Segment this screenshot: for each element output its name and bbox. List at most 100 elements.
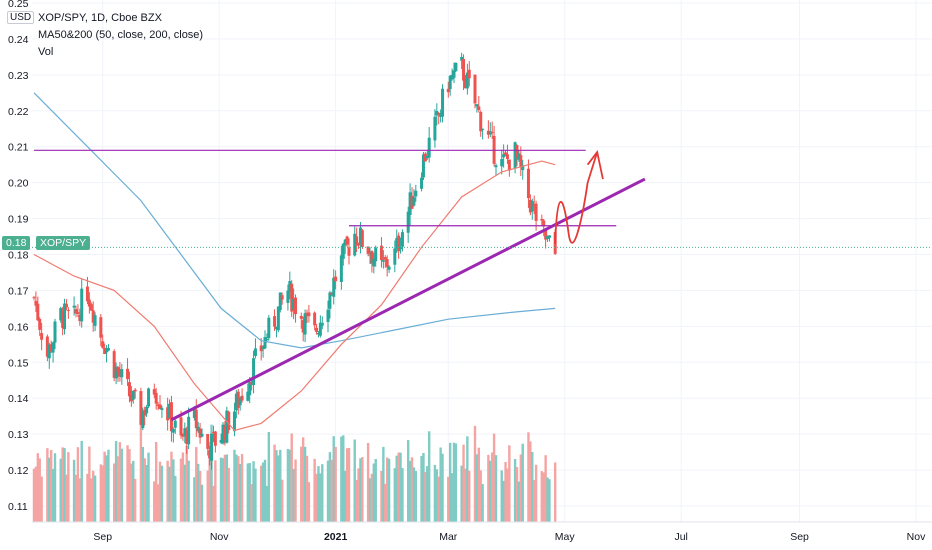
volume-bar (519, 454, 523, 522)
candle-body (462, 58, 466, 81)
volume-bar (193, 477, 196, 522)
candle-body (441, 88, 445, 117)
candle-body (517, 153, 521, 160)
candle-body (547, 235, 551, 238)
volume-bar (80, 440, 83, 522)
volume-bar (212, 485, 215, 522)
volume-bar (246, 463, 250, 522)
y-tick-label: 0.15 (8, 357, 29, 369)
candle-body (374, 247, 378, 262)
candle-body (196, 426, 200, 432)
volume-bar (107, 449, 110, 522)
candle-body (234, 393, 238, 411)
volume-bar (139, 420, 143, 522)
volume-bar (187, 460, 190, 522)
volume-bar (347, 447, 351, 522)
volume-bar (313, 458, 316, 522)
candle-body (208, 450, 212, 459)
candle-body (200, 433, 204, 437)
volume-bar (196, 463, 200, 522)
ma50-line (33, 160, 556, 432)
volume-bar (544, 455, 547, 522)
candle-body (481, 128, 485, 130)
volume-bar (259, 465, 263, 522)
candle-body (145, 406, 149, 414)
volume-bar (454, 443, 458, 522)
candle-body (339, 255, 343, 283)
y-tick-label: 0.21 (8, 142, 29, 154)
volume-bar (374, 458, 377, 522)
currency-label[interactable]: USD (7, 11, 35, 24)
volume-bar (500, 470, 503, 522)
candle-body (171, 429, 175, 433)
volume-bar (343, 470, 347, 522)
candle-body (127, 382, 131, 397)
x-axis: Sep Nov 2021 Mar May Jul Sep Nov (32, 521, 932, 543)
candle-body (120, 369, 124, 378)
candle-body (112, 351, 116, 378)
candle-body (505, 154, 509, 159)
indicator-volume-label[interactable]: Vol (38, 46, 54, 58)
candle-body (507, 159, 511, 171)
candle-body (183, 428, 187, 437)
volume-bar (385, 457, 389, 522)
volume-bar (321, 464, 324, 522)
volume-bar (531, 451, 534, 522)
symbol-badge: XOP/SPY (36, 236, 91, 250)
volume-bar (128, 449, 131, 522)
candle-body (147, 388, 151, 407)
candle-body (387, 266, 391, 270)
candle-body (290, 283, 294, 312)
candle-body (40, 333, 44, 340)
volume-bar (86, 473, 89, 522)
volume-bar (540, 471, 544, 522)
volume-bar (319, 473, 322, 522)
candle-body (446, 88, 450, 93)
candle-body (477, 106, 481, 110)
candle-body (488, 131, 492, 135)
candle-body (334, 276, 338, 282)
volume-bar (221, 458, 225, 522)
volume-bar (477, 447, 481, 522)
x-tick-label: Sep (790, 531, 809, 543)
volume-bar (328, 452, 332, 522)
volume-bar (300, 446, 303, 522)
candle-body (528, 199, 532, 213)
candle-body (294, 297, 298, 315)
candle-body (412, 197, 416, 206)
volume-bar (450, 473, 454, 522)
candle-body (141, 411, 145, 429)
candle-body (45, 336, 49, 357)
candle-body (261, 347, 265, 350)
volume-bar (235, 454, 238, 522)
candle-body (460, 56, 464, 61)
candle-body (143, 409, 147, 416)
volume-bar (279, 449, 282, 522)
x-tick-label: Mar (439, 531, 458, 543)
symbol-title[interactable]: XOP/SPY, 1D, Cboe BZX (38, 12, 162, 24)
y-tick-label: 0.25 (8, 0, 29, 10)
candle-body (76, 312, 80, 315)
volume-bar (51, 468, 55, 522)
candle-body (185, 430, 189, 444)
candle-body (51, 342, 55, 353)
candle-body (106, 348, 110, 351)
user-drawings[interactable] (34, 149, 646, 422)
volume-bar (303, 446, 307, 522)
volume-bar (40, 476, 43, 522)
candle-body (221, 424, 225, 444)
candle-body (74, 309, 78, 314)
candle-body (435, 111, 439, 116)
indicator-ma-label[interactable]: MA50&200 (50, close, 200, close) (38, 29, 204, 41)
volume-bar (105, 455, 108, 522)
candle-body (198, 428, 202, 438)
volume-bar (359, 458, 362, 522)
volume-bar (357, 468, 360, 522)
volume-bar (534, 464, 538, 522)
volume-bar (168, 466, 171, 522)
candle-body (544, 230, 548, 240)
candle-body (448, 75, 452, 89)
candle-body (91, 310, 95, 323)
candle-body (103, 347, 107, 355)
